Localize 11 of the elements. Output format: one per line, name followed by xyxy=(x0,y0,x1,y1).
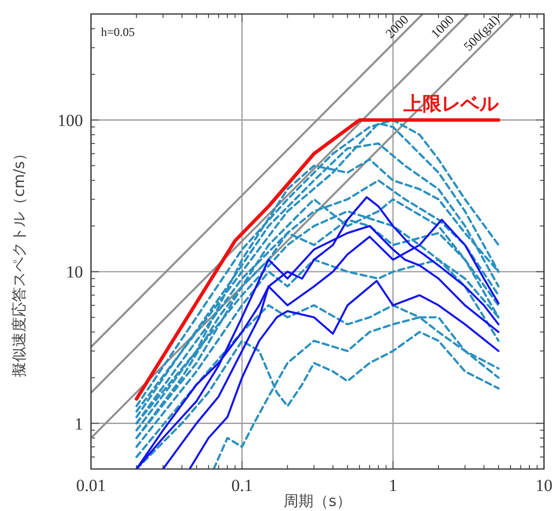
x-tick-label: 0.1 xyxy=(231,476,253,495)
y-tick-label: 1 xyxy=(74,414,83,434)
y-tick-label: 10 xyxy=(66,262,83,282)
x-tick-label: 0.01 xyxy=(76,476,106,495)
x-tick-label: 1 xyxy=(388,476,398,495)
y-axis-title: 擬似速度応答スペクトル（cm/s） xyxy=(10,146,28,377)
annotation: h=0.05 xyxy=(101,25,135,39)
series-label: 上限レベル xyxy=(402,93,500,116)
y-tick-label: 100 xyxy=(58,111,83,130)
x-tick-label: 10 xyxy=(536,476,552,495)
x-axis-title: 周期（s） xyxy=(284,492,352,510)
